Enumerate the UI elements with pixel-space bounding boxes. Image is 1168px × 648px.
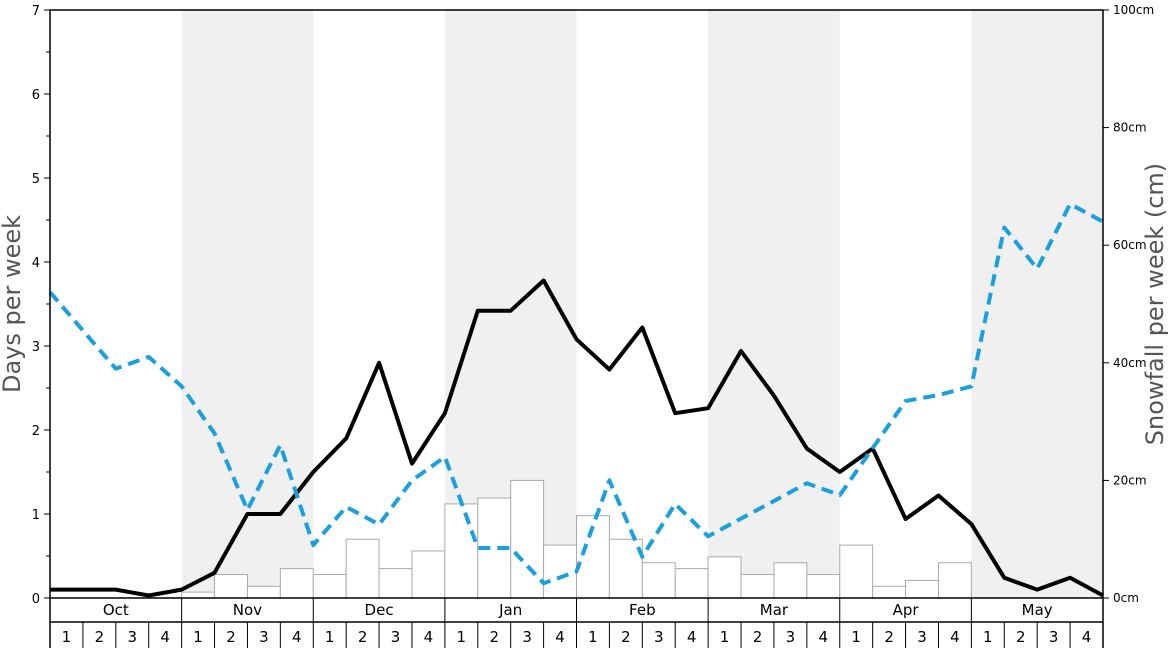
- week-label: 4: [160, 628, 170, 646]
- snowfall-bar: [806, 573, 841, 599]
- month-label: Apr: [893, 601, 920, 619]
- right-tick-label: 80cm: [1113, 121, 1147, 135]
- week-label: 4: [950, 628, 960, 646]
- right-axis: 0cm 20cm 40cm 60cm 80cm 100cm: [1103, 3, 1154, 605]
- week-label: 2: [621, 628, 631, 646]
- month-label: Jan: [498, 601, 522, 619]
- week-label: 1: [983, 628, 993, 646]
- left-tick-label: 7: [32, 4, 40, 19]
- right-tick-label: 0cm: [1113, 591, 1139, 605]
- snowfall-bar: [707, 556, 742, 599]
- month-band-nov: [181, 10, 314, 598]
- week-label: 3: [786, 628, 796, 646]
- right-tick-label: 60cm: [1113, 238, 1147, 252]
- left-tick-label: 1: [32, 508, 40, 523]
- week-label: 4: [555, 628, 565, 646]
- data-lines: [48, 202, 1104, 598]
- left-tick-label: 3: [32, 340, 40, 355]
- week-label: 3: [1049, 628, 1059, 646]
- week-label: 1: [62, 628, 72, 646]
- left-axis: 0 1 2 3 4 5 6 7: [32, 4, 50, 607]
- week-label: 3: [259, 628, 269, 646]
- week-label: 1: [325, 628, 335, 646]
- snowfall-bar: [345, 538, 380, 599]
- snowfall-bars: [181, 479, 972, 599]
- snowfall-bar: [181, 591, 216, 599]
- bottom-axis: Oct 1 2 3 4 Nov 1 2 3 4 Dec 1 2 3 4 Jan 1 2 3 4 Feb 1 2 3 4 Mar 1 2…: [49, 598, 1104, 648]
- snowfall-bar: [641, 562, 676, 599]
- snowfall-bar: [279, 568, 314, 599]
- week-label: 4: [819, 628, 829, 646]
- snowfall-bar: [246, 585, 281, 599]
- week-label: 2: [95, 628, 105, 646]
- week-label: 1: [720, 628, 730, 646]
- snowfall-bar: [543, 544, 577, 599]
- month-label: Oct: [103, 601, 129, 619]
- month-band-may: [971, 10, 1103, 598]
- left-tick-label: 4: [32, 256, 40, 271]
- snowfall-bar: [905, 579, 939, 599]
- right-tick-label: 20cm: [1113, 473, 1147, 487]
- right-axis-title: Snowfall per week (cm): [1141, 163, 1168, 445]
- week-label: 2: [1016, 628, 1026, 646]
- month-shading: [181, 10, 1103, 598]
- snowfall-bar: [839, 544, 874, 599]
- snowfall-bar: [937, 562, 972, 599]
- week-label: 4: [1082, 628, 1092, 646]
- snowfall-bar: [312, 573, 347, 599]
- week-label: 1: [588, 628, 598, 646]
- month-label: Nov: [233, 601, 262, 619]
- left-tick-label: 0: [32, 592, 40, 607]
- week-label: 2: [884, 628, 894, 646]
- week-label: 3: [917, 628, 927, 646]
- week-label: 3: [522, 628, 532, 646]
- snowfall-bar: [872, 585, 907, 599]
- snowfall-bar: [444, 503, 479, 599]
- left-axis-title: Days per week: [0, 215, 26, 393]
- month-band-mar: [708, 10, 840, 598]
- snowfall-line: [48, 202, 1104, 586]
- snowfall-bar: [411, 550, 446, 599]
- snowfall-bar: [378, 568, 413, 599]
- week-label: 2: [489, 628, 499, 646]
- week-label: 2: [226, 628, 236, 646]
- month-label: Dec: [365, 601, 394, 619]
- left-tick-label: 6: [32, 88, 40, 103]
- week-label: 3: [391, 628, 401, 646]
- week-label: 3: [127, 628, 137, 646]
- month-label: Mar: [760, 601, 789, 619]
- week-label: 2: [358, 628, 368, 646]
- week-label: 1: [193, 628, 203, 646]
- week-label: 4: [687, 628, 697, 646]
- month-label: Feb: [629, 601, 656, 619]
- week-label: 1: [851, 628, 861, 646]
- days-line: [50, 278, 1104, 598]
- week-label: 3: [654, 628, 664, 646]
- week-label: 1: [457, 628, 467, 646]
- snowfall-bar: [773, 562, 808, 599]
- week-label: 2: [753, 628, 763, 646]
- month-label: May: [1022, 601, 1053, 619]
- week-label: 4: [292, 628, 302, 646]
- right-tick-label: 40cm: [1113, 356, 1147, 370]
- right-tick-label: 100cm: [1113, 3, 1154, 17]
- snowfall-bar: [510, 479, 545, 599]
- snowfall-bar: [214, 573, 248, 599]
- snowfall-bar: [674, 568, 709, 599]
- snowfall-bar: [740, 573, 775, 599]
- left-tick-label: 2: [32, 424, 40, 439]
- left-tick-label: 5: [32, 172, 40, 187]
- week-label: 4: [424, 628, 434, 646]
